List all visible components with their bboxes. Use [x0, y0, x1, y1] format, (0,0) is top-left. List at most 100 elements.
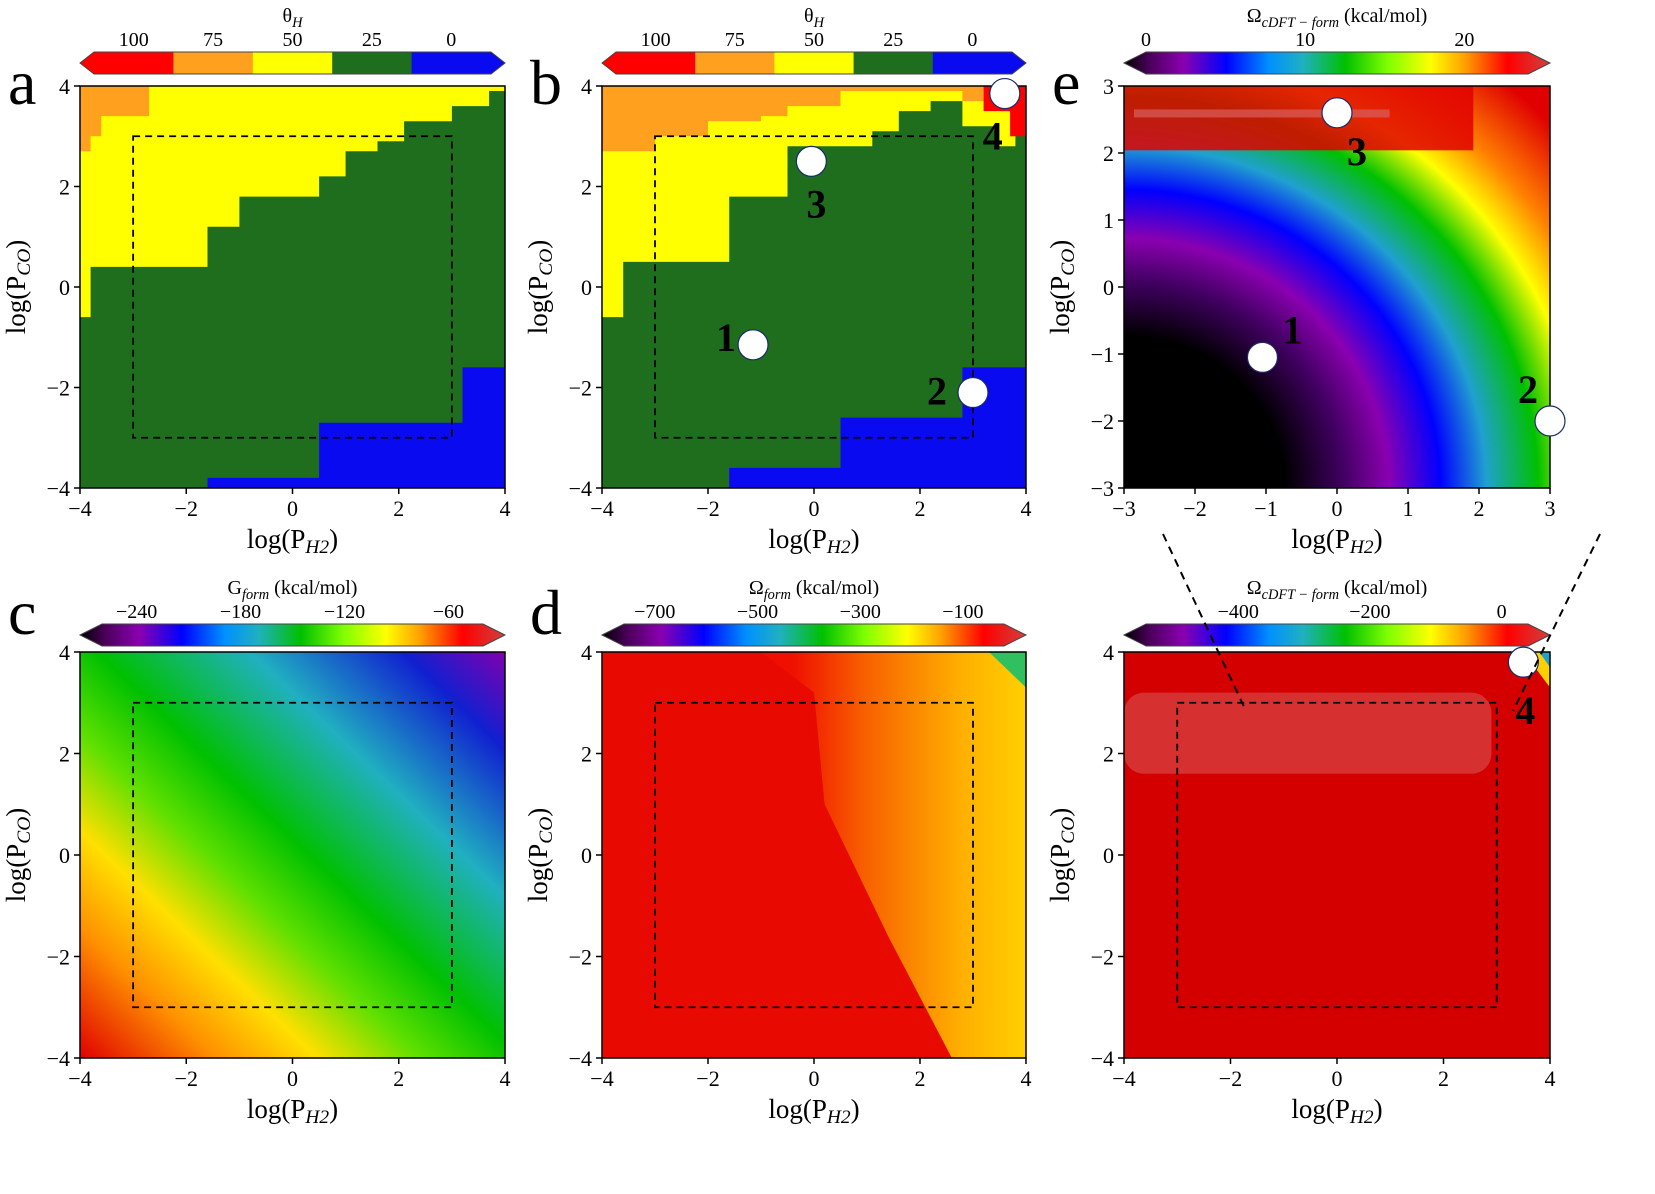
- x-tick-label: 2: [1474, 496, 1485, 521]
- colorbar-tick-label: −60: [433, 601, 464, 623]
- colorbar-tick-label: −400: [1218, 601, 1259, 623]
- x-tick-label: 0: [287, 496, 298, 521]
- y-tick-label: −4: [1091, 1046, 1114, 1071]
- y-tick-label: 0: [581, 843, 592, 868]
- colorbar-tick-label: 20: [1454, 29, 1474, 51]
- colorbar-bin: [774, 52, 855, 74]
- x-tick-label: −2: [1183, 496, 1206, 521]
- y-tick-label: −1: [1091, 342, 1114, 367]
- colorbar-e-full: −400 −200 0: [1122, 601, 1552, 647]
- point-label: 3: [806, 181, 826, 226]
- y-tick-label: −2: [47, 945, 70, 970]
- y-tick-label: −2: [569, 945, 592, 970]
- colorbar-tick-label: 0: [967, 29, 977, 51]
- colorbar-arrow-right: [1012, 52, 1026, 74]
- dashed-zoom-box: [1176, 701, 1498, 1009]
- x-tick-label: 2: [1438, 1066, 1449, 1091]
- colorbar-title: ΩcDFT − form (kcal/mol): [1247, 577, 1428, 603]
- x-tick-label: 4: [1021, 496, 1032, 521]
- region-theta-100: [207, 367, 505, 488]
- x-axis-label: log(PH2): [1291, 524, 1382, 558]
- x-axis-label: log(PH2): [247, 524, 338, 558]
- y-tick-label: 0: [1103, 275, 1114, 300]
- colorbar-tick-label: −120: [324, 601, 365, 623]
- x-tick-label: 4: [1545, 1066, 1556, 1091]
- omega-corner: [988, 652, 1026, 688]
- y-tick-label: 2: [1103, 742, 1114, 767]
- region-theta-50: [80, 86, 505, 318]
- colorbar-tick-label: 100: [641, 29, 671, 51]
- region-theta-25: [602, 86, 1026, 152]
- y-tick-label: 2: [59, 742, 70, 767]
- colorbar-arrow-right: [491, 52, 505, 74]
- colorbar-tick-label: 25: [362, 29, 382, 51]
- colorbar-title: θH: [283, 5, 305, 31]
- y-tick-label: 2: [59, 175, 70, 200]
- colorbar-e: 0 10 20: [1122, 29, 1552, 75]
- y-tick-label: 1: [1103, 208, 1114, 233]
- y-axis-label: log(PCO): [1, 808, 35, 903]
- x-tick-label: −4: [590, 1066, 613, 1091]
- y-tick-label: −4: [569, 1046, 592, 1071]
- colorbar-bin: [252, 52, 333, 74]
- x-axis-label: log(PH2): [768, 524, 859, 558]
- colorbar-arrow-left: [602, 52, 616, 74]
- point-label: 1: [716, 315, 736, 360]
- panel-b-map: [602, 86, 1026, 488]
- corner-blue: [1539, 652, 1550, 668]
- axes-e: −3 −2 −1 0 1 2 3 −3 −2 −1 0 1 2 3 log(PH2) log(PCO): [1045, 74, 1556, 558]
- x-axis-label: log(PH2): [1291, 1094, 1382, 1128]
- marked-point: [737, 329, 769, 361]
- colorbar-bin: [411, 52, 492, 74]
- y-tick-label: 4: [581, 74, 592, 99]
- marked-point: [795, 145, 827, 177]
- y-tick-label: 0: [1103, 843, 1114, 868]
- x-axis-label: log(PH2): [768, 1094, 859, 1128]
- y-tick-label: 2: [581, 742, 592, 767]
- y-axis-label: log(PCO): [1, 240, 35, 335]
- colorbar-tick-label: −200: [1349, 601, 1390, 623]
- colorbar-tick-label: 50: [283, 29, 303, 51]
- y-axis-label: log(PCO): [523, 240, 557, 335]
- y-axis-label: log(PCO): [1045, 240, 1079, 335]
- dashed-zoom-box: [654, 135, 974, 439]
- colorbar-title: θH: [804, 5, 826, 31]
- colorbar-d: −700 −500 −300 −100: [600, 601, 1028, 647]
- x-tick-label: −2: [696, 496, 719, 521]
- colorbar-title: ΩcDFT − form (kcal/mol): [1247, 5, 1428, 31]
- marked-point: [1534, 405, 1566, 437]
- point-label: 1: [1282, 307, 1302, 352]
- colorbar-bin: [94, 52, 174, 74]
- point-label: 2: [927, 369, 947, 414]
- x-tick-label: 0: [287, 1066, 298, 1091]
- colorbar-b: 100 75 50 25 0: [601, 29, 1027, 75]
- y-tick-label: −3: [1091, 476, 1114, 501]
- colorbar-bin: [932, 52, 1013, 74]
- marked-point: [1321, 97, 1353, 129]
- omega-low-region: [602, 652, 952, 1058]
- colorbar-tick-label: 10: [1295, 29, 1315, 51]
- colorbar-tick-label: 0: [446, 29, 456, 51]
- colorbar-tick-label: 75: [203, 29, 223, 51]
- axes-a: −4 −2 0 2 4 −4 −2 0 2 4 log(PH2) log(PCO): [1, 74, 511, 558]
- x-tick-label: −2: [175, 496, 198, 521]
- colorbar-tick-label: −700: [634, 601, 675, 623]
- light-band: [1124, 692, 1492, 774]
- y-tick-label: −4: [569, 476, 592, 501]
- colorbar-tick-label: −500: [737, 601, 778, 623]
- x-tick-label: −3: [1112, 496, 1135, 521]
- axes-d: −4 −2 0 2 4 −4 −2 0 2 4 log(PH2) log(PCO): [523, 640, 1032, 1128]
- marked-point: [989, 77, 1021, 110]
- y-tick-label: −2: [569, 376, 592, 401]
- axes-c: −4 −2 0 2 4 −4 −2 0 2 4 log(PH2) log(PCO): [1, 640, 511, 1128]
- y-tick-label: −2: [1091, 409, 1114, 434]
- y-tick-label: 2: [1103, 141, 1114, 166]
- x-tick-label: −4: [590, 496, 613, 521]
- x-tick-label: 1: [1403, 496, 1414, 521]
- dashed-zoom-box: [132, 701, 453, 1009]
- x-tick-label: 2: [393, 1066, 404, 1091]
- colorbar-bin: [695, 52, 775, 74]
- region-theta-100: [729, 367, 1026, 488]
- y-tick-label: 4: [59, 74, 70, 99]
